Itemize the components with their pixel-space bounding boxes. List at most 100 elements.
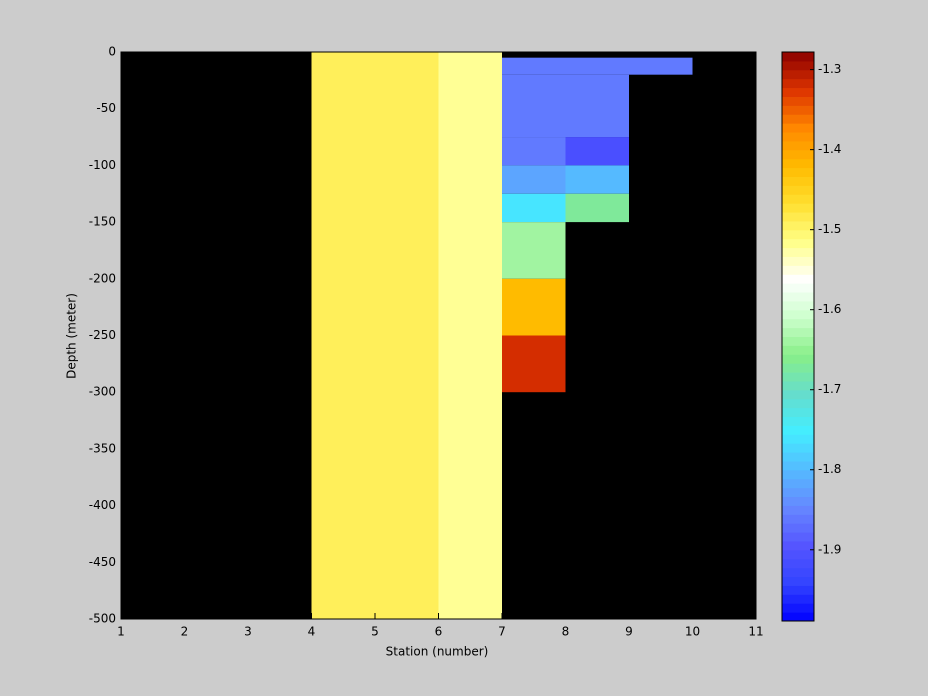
colorbar-band (782, 158, 814, 169)
x-tick-label: 8 (562, 625, 570, 639)
colorbar-band (782, 380, 814, 391)
colorbar-band (782, 140, 814, 151)
x-axis-label: Station (number) (386, 645, 489, 659)
heatmap-cell (565, 165, 629, 194)
colorbar-band (782, 487, 814, 498)
plot-frame (120, 51, 757, 620)
colorbar-band (782, 309, 814, 320)
colorbar-band (782, 283, 814, 293)
y-tick-label: -500 (89, 612, 116, 626)
heatmap-cell (311, 52, 439, 619)
heatmap-cell (502, 165, 566, 194)
heatmap-cell (502, 335, 566, 393)
y-tick-label: -400 (89, 498, 116, 512)
colorbar-band (782, 540, 814, 551)
colorbar-band (782, 398, 814, 409)
colorbar-band (782, 523, 814, 533)
colorbar-band (782, 149, 814, 160)
colorbar-tick-label: -1.5 (818, 222, 841, 236)
colorbar-band (782, 514, 814, 524)
colorbar-band (782, 87, 814, 97)
x-tick-label: 6 (435, 625, 443, 639)
colorbar-tick-label: -1.9 (818, 542, 841, 556)
colorbar-band (782, 443, 814, 453)
colorbar-band (782, 407, 814, 418)
colorbar-band (782, 612, 814, 622)
colorbar-band (782, 185, 814, 195)
colorbar-band (782, 603, 814, 613)
colorbar-frame (781, 51, 815, 622)
colorbar-band (782, 576, 814, 586)
colorbar-band (782, 567, 814, 578)
x-tick-label: 7 (498, 625, 506, 639)
heatmap-cell (502, 193, 566, 223)
colorbar-band (782, 354, 814, 364)
colorbar-band (782, 585, 814, 595)
colorbar-band (782, 478, 814, 489)
colorbar-band (782, 123, 814, 133)
colorbar-band (782, 434, 814, 444)
heatmap-cell (502, 137, 566, 166)
heatmap-cell (502, 222, 566, 279)
x-tick-label: 10 (685, 625, 700, 639)
colorbar-band (782, 345, 814, 355)
colorbar-band (782, 265, 814, 275)
colorbar-band (782, 300, 814, 311)
colorbar-band (782, 336, 814, 346)
colorbar-band (782, 532, 814, 542)
y-axis-label: Depth (meter) (65, 293, 79, 379)
colorbar-band (782, 96, 814, 106)
x-tick-label: 2 (181, 625, 189, 639)
y-tick-label: -250 (89, 328, 116, 342)
colorbar-band (782, 132, 814, 142)
heatmap-cell (565, 193, 629, 223)
y-tick-label: -100 (89, 158, 116, 172)
colorbar-band (782, 594, 814, 604)
colorbar-band (782, 256, 814, 266)
x-tick-label: 5 (371, 625, 379, 639)
colorbar-band (782, 425, 814, 435)
y-tick-label: -450 (89, 555, 116, 569)
colorbar-band (782, 452, 814, 462)
colorbar-band (782, 318, 814, 329)
colorbar-band (782, 469, 814, 480)
x-tick-label: 4 (308, 625, 316, 639)
colorbar-band (782, 212, 814, 222)
colorbar-tick-label: -1.3 (818, 62, 841, 76)
colorbar-band (782, 416, 814, 426)
colorbar-band (782, 327, 814, 337)
y-tick-label: -50 (96, 101, 116, 115)
y-tick-label: -150 (89, 215, 116, 229)
colorbar-band (782, 229, 814, 240)
colorbar-band (782, 203, 814, 213)
colorbar-band (782, 60, 814, 71)
colorbar-band (782, 274, 814, 284)
colorbar-band (782, 105, 814, 115)
colorbar-band (782, 69, 814, 80)
colorbar-band (782, 176, 814, 186)
heatmap-cell (502, 57, 693, 75)
colorbar-band (782, 460, 814, 471)
x-tick-label: 3 (244, 625, 252, 639)
colorbar-band (782, 194, 814, 204)
colorbar-band (782, 389, 814, 400)
colorbar-band (782, 238, 814, 249)
y-tick-label: -300 (89, 385, 116, 399)
colorbar-band (782, 505, 814, 515)
colorbar-band (782, 167, 814, 177)
x-tick-label: 1 (117, 625, 125, 639)
y-tick-label: -200 (89, 271, 116, 285)
colorbar-tick-label: -1.8 (818, 462, 841, 476)
colorbar-band (782, 372, 814, 382)
colorbar-band (782, 496, 814, 506)
colorbar-band (782, 292, 814, 302)
colorbar-band (782, 247, 814, 257)
colorbar-band (782, 52, 814, 62)
heatmap-cell (502, 74, 629, 138)
heatmap-cell (565, 137, 629, 166)
colorbar-band (782, 549, 814, 560)
heatmap-cell (438, 52, 502, 619)
colorbar-tick-label: -1.6 (818, 302, 841, 316)
x-tick-label: 9 (625, 625, 633, 639)
